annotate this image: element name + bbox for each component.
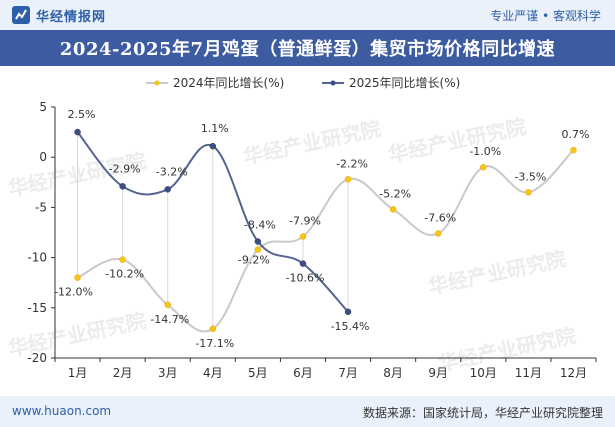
- data-source: 数据来源：国家统计局，华经产业研究院整理: [362, 406, 603, 420]
- data-point-1-0: [74, 128, 81, 136]
- y-tick-label: -20: [27, 351, 47, 365]
- data-point-0-2: [164, 301, 171, 309]
- watermark-text: 华经产业研究院: [426, 246, 568, 299]
- series-markers: [74, 128, 577, 333]
- x-tick-label: 3月: [158, 366, 178, 380]
- data-point-1-1: [119, 183, 126, 190]
- data-point-1-4: [254, 238, 262, 245]
- data-label-1-4: -8.4%: [244, 219, 276, 232]
- line-chart: 华经产业研究院华经产业研究院华经产业研究院华经产业研究院华经产业研究院华经产业研…: [6, 76, 597, 380]
- x-tick-label: 12月: [560, 366, 587, 380]
- data-labels: -12.0% -10.2% -14.7% -17.1% -9.2% -7.9% -2.2% -…: [54, 108, 589, 350]
- data-label-0-0: -12.0%: [54, 286, 93, 299]
- brand-logo-icon: [12, 6, 30, 24]
- data-label-0-7: -5.2%: [379, 187, 411, 200]
- data-point-0-10: [525, 189, 532, 196]
- data-label-0-10: -3.5%: [514, 170, 546, 183]
- data-point-1-6: [344, 308, 352, 316]
- data-label-0-5: -7.9%: [289, 215, 321, 228]
- data-label-1-3: 1.1%: [201, 122, 229, 135]
- x-tick-label: 9月: [428, 366, 448, 380]
- data-label-1-0: 2.5%: [68, 108, 96, 121]
- x-tick-label: 4月: [203, 366, 223, 380]
- x-tick-label: 11月: [515, 366, 542, 380]
- legend-marker-0: [154, 80, 160, 86]
- top-bar: 华经情报网 专业严谨 • 客观科学: [0, 0, 615, 30]
- data-point-0-4: [254, 246, 262, 253]
- tagline: 专业严谨 • 客观科学: [490, 9, 601, 23]
- y-tick-label: -15: [27, 301, 47, 315]
- x-tick-label: 1月: [68, 366, 88, 380]
- y-tick-label: -5: [35, 200, 47, 214]
- x-tick-label: 7月: [338, 366, 358, 380]
- watermark-text: 华经产业研究院: [386, 114, 528, 167]
- y-tick-label: 0: [39, 150, 47, 164]
- data-label-1-5: -10.6%: [285, 272, 324, 285]
- data-label-1-6: -15.4%: [331, 320, 370, 333]
- chart-area: 华经产业研究院 华经产业研究院 华经产业研究院 华经产业研究院 华经产业研究院 华经产业研…: [0, 66, 615, 396]
- data-label-0-1: -10.2%: [105, 268, 144, 281]
- data-label-0-6: -2.2%: [336, 157, 368, 170]
- data-label-0-2: -14.7%: [150, 313, 189, 326]
- data-point-1-2: [164, 186, 171, 193]
- axes: 5 0 -5 -10 -15 -20 1月 2月 3月 4月 5月 6月 7月 8月 9月 10月 11月 12月: [27, 100, 597, 380]
- website-link[interactable]: www.huaon.com: [12, 404, 112, 418]
- data-label-0-9: -1.0%: [469, 145, 501, 158]
- series-line-0: [77, 149, 575, 333]
- title-bar: 2024-2025年7月鸡蛋（普通鲜蛋）集贸市场价格同比增速: [0, 30, 615, 66]
- data-point-1-5: [299, 260, 307, 267]
- legend-label-1: 2025年同比增长(%): [349, 76, 460, 90]
- y-tick-label: 5: [39, 100, 47, 114]
- brand-name: 华经情报网: [36, 9, 107, 25]
- x-tick-label: 5月: [248, 366, 268, 380]
- x-tick-label: 6月: [293, 366, 313, 380]
- data-point-0-11: [570, 146, 577, 154]
- data-point-0-3: [209, 325, 217, 333]
- data-point-0-0: [74, 274, 81, 281]
- data-label-0-11: 0.7%: [561, 128, 589, 141]
- series-lines: [76, 131, 575, 333]
- data-point-0-9: [480, 163, 487, 171]
- brand: 华经情报网: [12, 6, 107, 25]
- data-label-0-3: -17.1%: [195, 337, 234, 350]
- legend-label-0: 2024年同比增长(%): [173, 76, 284, 90]
- x-tick-label: 10月: [470, 366, 497, 380]
- drop-lines: [77, 132, 349, 329]
- data-point-0-6: [344, 176, 352, 183]
- x-tick-label: 8月: [383, 366, 403, 380]
- legend: 2024年同比增长(%) 2025年同比增长(%): [146, 76, 460, 90]
- data-label-0-8: -7.6%: [424, 212, 456, 225]
- watermark-text: 华经产业研究院: [436, 323, 578, 376]
- data-point-0-8: [434, 230, 442, 237]
- chart-title: 2024-2025年7月鸡蛋（普通鲜蛋）集贸市场价格同比增速: [59, 39, 556, 60]
- y-tick-label: -10: [27, 251, 47, 265]
- footer: www.huaon.com 数据来源：国家统计局，华经产业研究院整理: [0, 396, 615, 427]
- data-label-0-4: -9.2%: [238, 254, 270, 267]
- data-point-0-1: [119, 256, 126, 263]
- data-point-1-3: [209, 142, 217, 150]
- data-point-0-7: [389, 206, 397, 213]
- legend-marker-1: [330, 80, 336, 86]
- x-tick-label: 2月: [113, 366, 133, 380]
- data-label-1-1: -2.9%: [109, 162, 141, 175]
- data-point-0-5: [299, 233, 307, 240]
- data-label-1-2: -3.2%: [156, 165, 188, 178]
